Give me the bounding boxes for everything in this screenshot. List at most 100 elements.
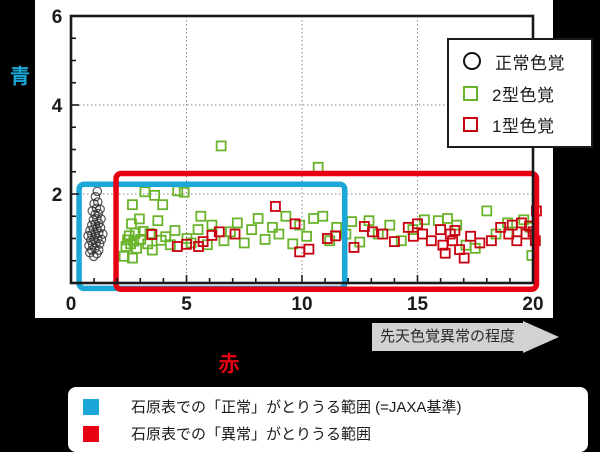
scatter-point-type2: [384, 219, 396, 231]
x-tick-label: 15: [407, 294, 429, 315]
scatter-point-type2: [317, 210, 329, 222]
x-axis-arrow: 先天色覚異常の程度: [372, 321, 560, 353]
x-axis-arrow-label: 先天色覚異常の程度: [372, 323, 524, 351]
circle-icon: [463, 52, 481, 71]
scatter-point-type2: [206, 219, 218, 231]
plot-legend: 正常色覚 2型色覚 1型色覚: [447, 38, 593, 148]
scatter-point-type1: [197, 236, 209, 248]
scatter-point-type1: [348, 241, 360, 253]
normal-range-box: [76, 181, 348, 292]
scatter-point-normal: [92, 197, 103, 207]
scatter-point-type2: [308, 213, 319, 224]
scatter-point-type1: [229, 228, 241, 240]
y-tick-label: 6: [52, 7, 63, 28]
scatter-point-type1: [439, 247, 451, 259]
scatter-point-type2: [238, 237, 250, 249]
scatter-point-normal: [83, 231, 93, 241]
scatter-point-type2: [195, 210, 207, 222]
scatter-point-type2: [518, 214, 530, 226]
scatter-point-type1: [412, 218, 423, 230]
scatter-point-type1: [511, 235, 523, 247]
range-legend-row-normal: 石原表での「正常」がとりうる範囲 (=JAXA基準): [83, 396, 588, 417]
scatter-point-type2: [157, 199, 169, 211]
scatter-point-normal: [96, 234, 107, 245]
scatter-point-type2: [152, 215, 164, 227]
scatter-point-type2: [267, 221, 278, 233]
scatter-point-type1: [425, 235, 437, 247]
y-tick-label: 2: [52, 185, 63, 206]
scatter-point-type2: [231, 217, 243, 229]
scatter-point-type2: [280, 210, 292, 222]
scatter-point-normal: [98, 229, 108, 239]
red-swatch-icon: [83, 425, 99, 442]
scatter-point-type2: [139, 186, 151, 198]
scatter-point-type2: [273, 228, 285, 240]
scatter-point-type1: [435, 224, 447, 236]
red-square-icon: [463, 117, 478, 133]
range-legend: 石原表での「正常」がとりうる範囲 (=JAXA基準) 石原表での「異常」がとりう…: [68, 387, 588, 452]
cyan-swatch-icon: [83, 398, 99, 415]
scatter-point-type2: [146, 244, 158, 256]
range-legend-row-abnormal: 石原表での「異常」がとりうる範囲: [83, 423, 588, 444]
scatter-point-type1: [388, 236, 400, 248]
y-axis-unit-label: 青: [10, 66, 30, 88]
scatter-point-type1: [516, 217, 527, 229]
scatter-point-type2: [129, 227, 141, 239]
legend-label-type1: 1型色覚: [492, 117, 555, 137]
scatter-point-type2: [432, 215, 444, 227]
scatter-point-type2: [259, 233, 271, 245]
scatter-point-type2: [395, 235, 407, 247]
scatter-point-type1: [206, 229, 218, 241]
legend-row-normal: 正常色覚: [449, 49, 591, 74]
scatter-point-type2: [301, 230, 313, 242]
range-legend-label-abnormal: 石原表での「異常」がとりうる範囲: [131, 426, 372, 443]
scatter-point-type1: [367, 226, 378, 238]
scatter-point-type2: [164, 239, 176, 251]
scatter-point-type1: [486, 235, 497, 247]
scatter-point-type2: [215, 140, 227, 152]
scatter-point-normal: [91, 203, 102, 214]
legend-label-type2: 2型色覚: [492, 85, 555, 105]
scatter-point-type1: [474, 237, 486, 249]
scatter-point-normal: [92, 214, 102, 224]
legend-row-type1: 1型色覚: [449, 112, 591, 137]
x-tick-label: 5: [181, 294, 192, 315]
scatter-point-type1: [289, 218, 301, 230]
scatter-point-normal: [92, 186, 103, 197]
scatter-point-type2: [287, 238, 299, 250]
x-axis-unit-label: 赤: [218, 353, 240, 376]
scatter-point-type2: [128, 235, 140, 247]
scatter-point-type2: [246, 224, 258, 236]
scatter-point-type1: [303, 243, 315, 255]
scatter-point-type1: [146, 229, 158, 240]
scatter-point-type2: [178, 186, 190, 198]
scatter-point-type1: [417, 228, 428, 240]
scatter-point-type2: [442, 213, 453, 224]
y-tick-label: 4: [52, 96, 63, 117]
scatter-point-type2: [218, 235, 230, 247]
scatter-point-normal: [90, 191, 101, 202]
scatter-point-type1: [330, 230, 341, 242]
scatter-point-type2: [252, 213, 264, 224]
scatter-point-type1: [495, 221, 507, 233]
x-tick-label: 20: [522, 294, 543, 315]
x-tick-label: 10: [291, 294, 312, 315]
scatter-point-type1: [181, 238, 192, 250]
x-tick-label: 0: [66, 294, 77, 315]
scatter-point-normal: [96, 214, 106, 224]
arrow-head-icon: [523, 321, 560, 353]
scatter-point-type2: [169, 225, 181, 236]
scatter-point-type2: [133, 213, 145, 225]
scatter-point-type1: [520, 228, 532, 240]
scatter-point-type1: [213, 226, 225, 238]
scatter-point-type1: [322, 233, 333, 244]
scatter-point-type1: [270, 201, 281, 212]
legend-row-type2: 2型色覚: [449, 81, 591, 106]
scatter-point-type2: [127, 199, 138, 211]
scatter-point-normal: [93, 208, 104, 219]
scatter-point-normal: [95, 204, 105, 214]
green-square-icon: [463, 85, 478, 101]
legend-label-normal: 正常色覚: [495, 53, 565, 73]
scatter-point-type1: [377, 228, 389, 240]
